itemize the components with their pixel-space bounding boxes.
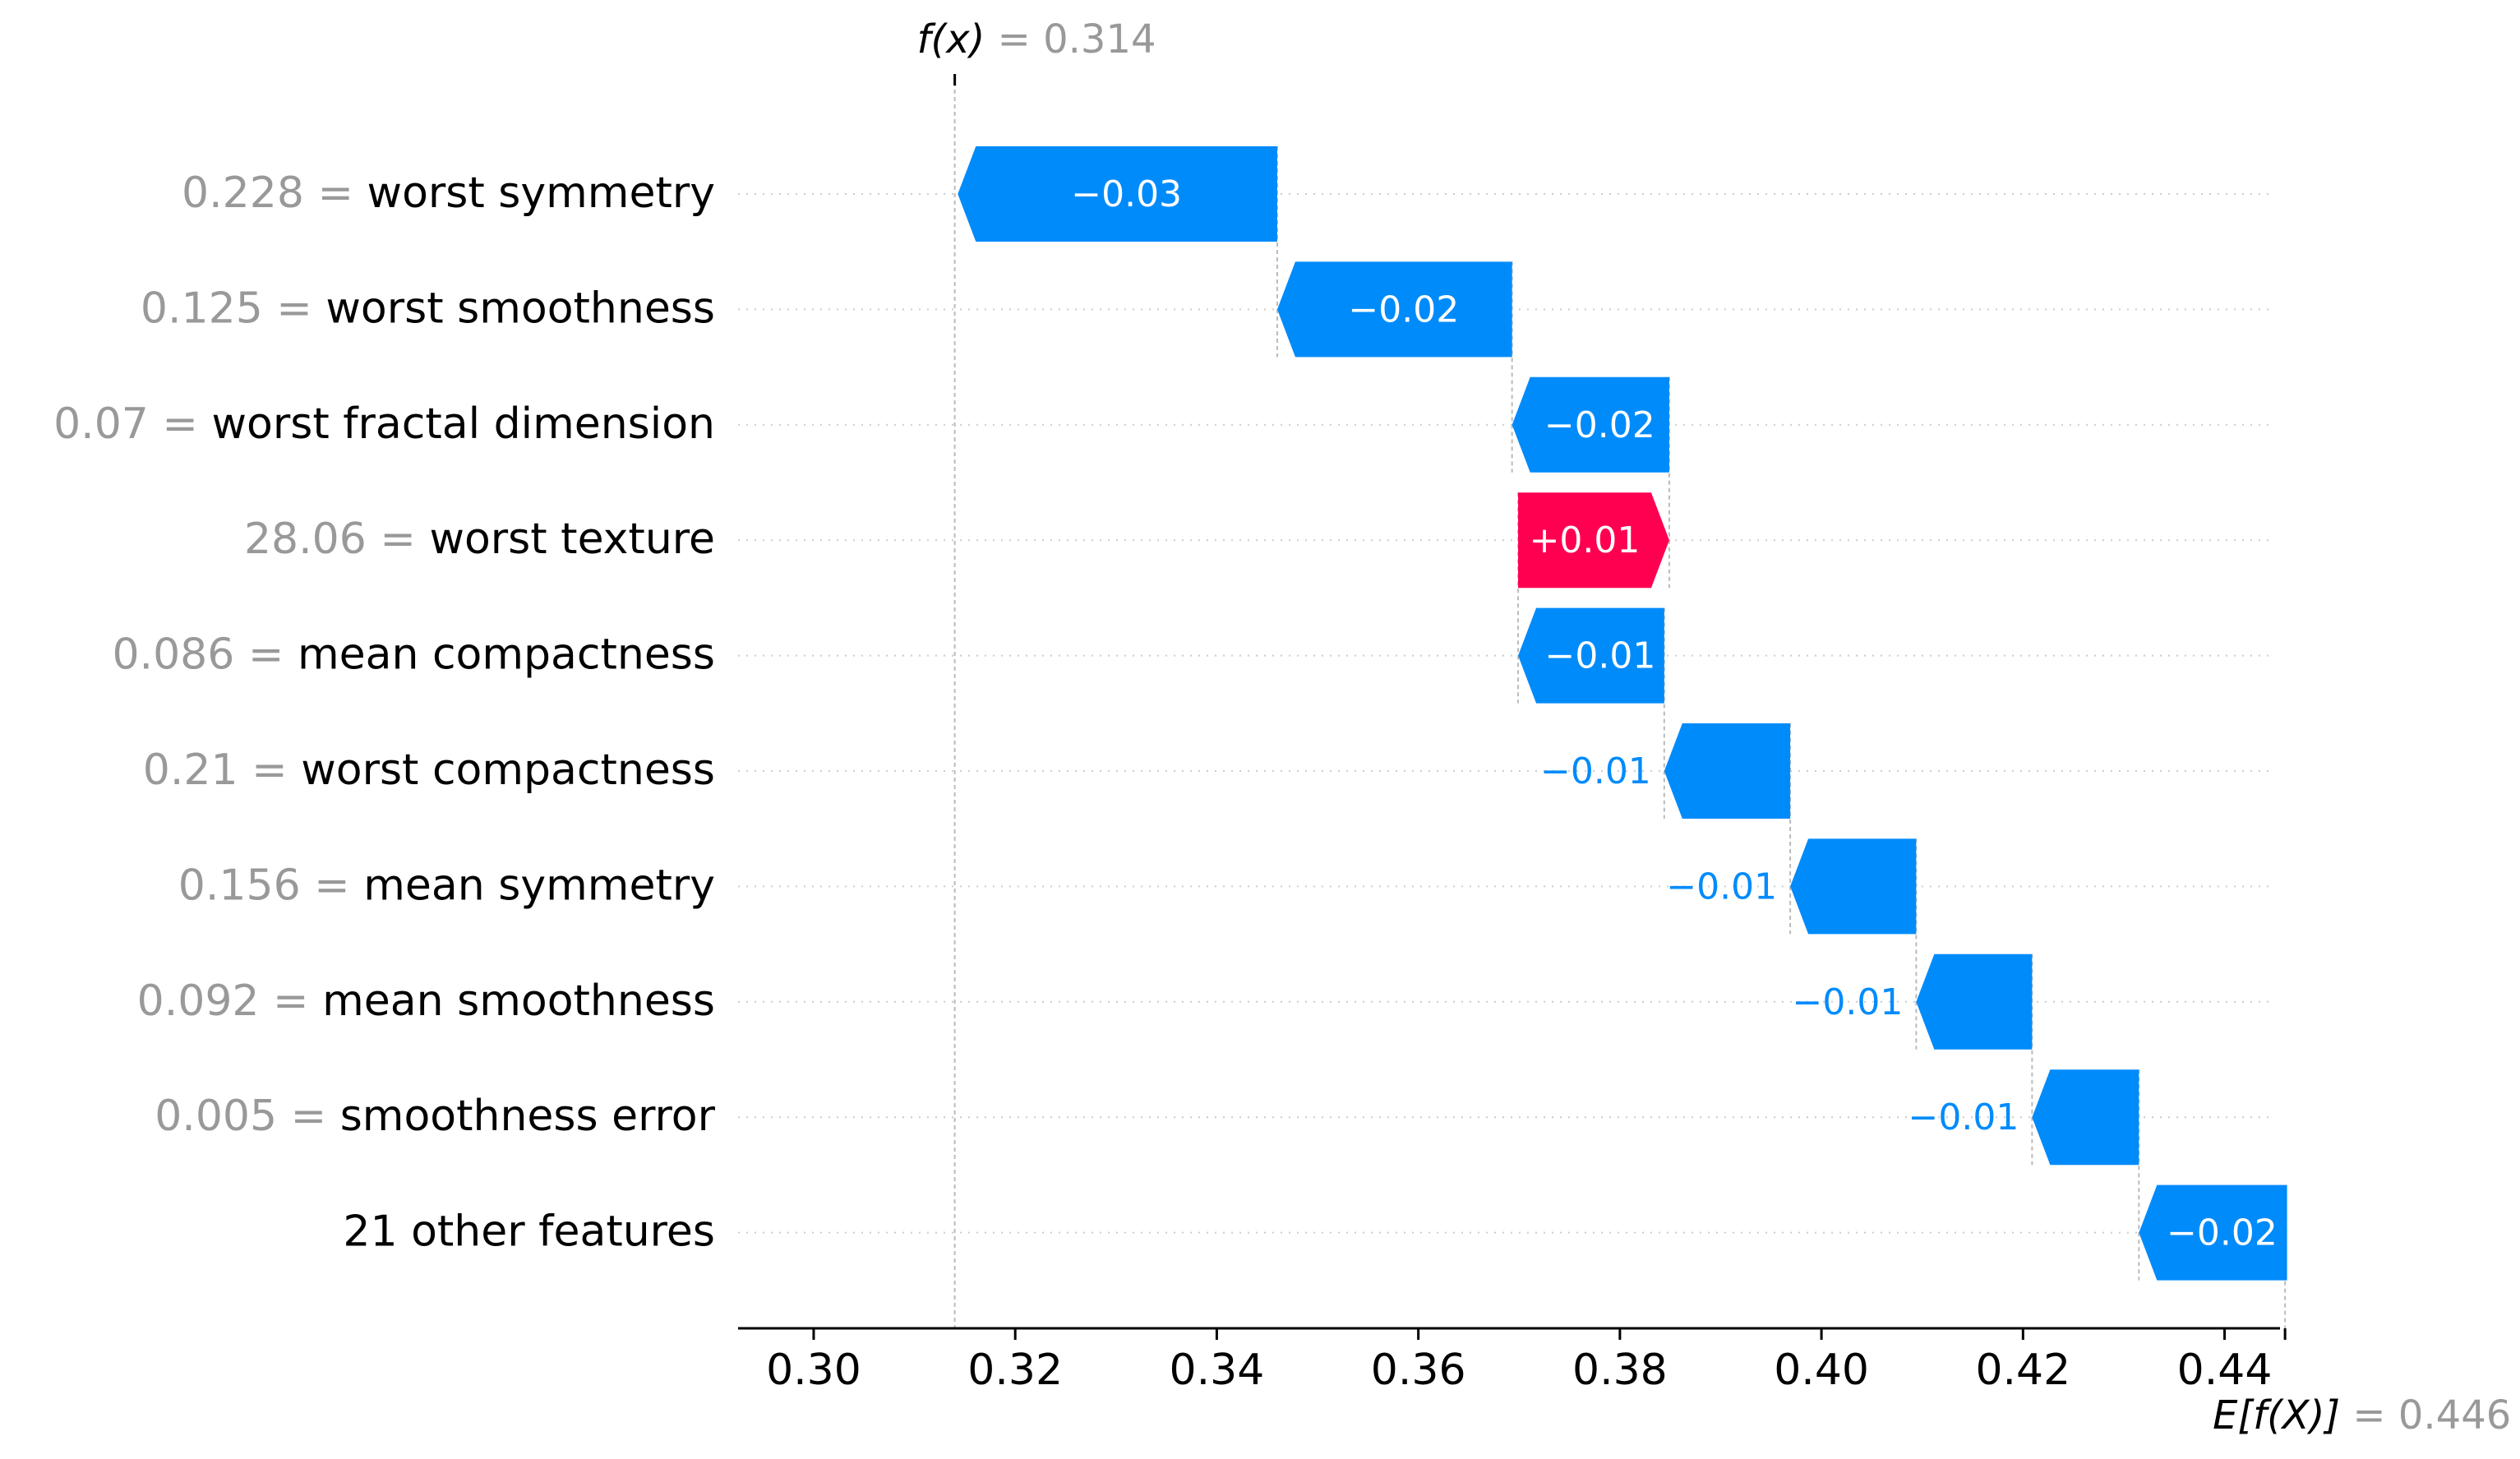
feature-label: 0.228 = worst symmetry — [182, 169, 715, 218]
feature-label: 0.07 = worst fractal dimension — [53, 399, 715, 449]
negative-contribution-bar — [2139, 1184, 2287, 1281]
bar-value-label: −0.03 — [1071, 173, 1182, 215]
positive-contribution-bar — [1518, 492, 1669, 589]
negative-contribution-bar — [1790, 838, 1917, 935]
feature-value: 0.07 = — [53, 399, 211, 449]
bar-value-label: −0.01 — [1908, 1097, 2019, 1138]
bar-value-label: −0.01 — [1793, 981, 1904, 1023]
feature-label: 21 other features — [343, 1207, 715, 1257]
feature-label: 0.156 = mean symmetry — [178, 861, 715, 910]
expected-value-label: E[f(X)] — [2213, 1392, 2340, 1438]
feature-value: 28.06 = — [244, 515, 430, 564]
contribution-bars: −0.03 −0.02 −0.02 +0.01 −0.01 −0.01 −0.01 −0.01… — [958, 146, 2287, 1281]
feature-value: 0.228 = — [182, 169, 367, 218]
feature-name: worst compactness — [301, 746, 715, 795]
feature-name: worst smoothness — [325, 284, 715, 333]
feature-value: 0.005 = — [155, 1092, 340, 1141]
fx-label: f(x) — [917, 16, 985, 62]
feature-name: mean compactness — [298, 630, 715, 680]
negative-contribution-bar — [1518, 607, 1664, 704]
feature-name: worst fractal dimension — [212, 399, 715, 449]
feature-value: 0.125 = — [141, 284, 326, 333]
negative-contribution-bar — [1664, 723, 1791, 819]
bar-value-label: +0.01 — [1530, 519, 1641, 561]
expected-value-value: = 0.446 — [2340, 1392, 2511, 1438]
feature-value: 0.086 = — [112, 630, 298, 680]
feature-value: 0.156 = — [178, 861, 364, 910]
expected-value-annotation: E[f(X)] = 0.446 — [2213, 1392, 2511, 1438]
x-tick-label: 0.42 — [1975, 1346, 2070, 1395]
feature-name: mean smoothness — [322, 977, 715, 1026]
x-tick-label: 0.38 — [1572, 1346, 1668, 1395]
x-tick-label: 0.40 — [1774, 1346, 1869, 1395]
negative-contribution-bar — [958, 146, 1277, 242]
feature-label: 0.21 = worst compactness — [143, 746, 715, 795]
x-tick-label: 0.44 — [2177, 1346, 2273, 1395]
feature-name: 21 other features — [343, 1207, 715, 1257]
feature-label: 0.125 = worst smoothness — [141, 284, 715, 333]
bar-value-label: −0.02 — [2167, 1212, 2278, 1254]
feature-label: 28.06 = worst texture — [244, 515, 715, 564]
feature-name: smoothness error — [340, 1092, 716, 1141]
feature-label: 0.092 = mean smoothness — [137, 977, 715, 1026]
x-tick-label: 0.36 — [1371, 1346, 1466, 1395]
x-tick-label: 0.32 — [967, 1346, 1063, 1395]
feature-value: 0.092 = — [137, 977, 323, 1026]
x-tick-label: 0.34 — [1170, 1346, 1265, 1395]
x-tick-label: 0.30 — [766, 1346, 861, 1395]
negative-contribution-bar — [2032, 1069, 2139, 1166]
x-axis: 0.30 0.32 0.34 0.36 0.38 0.40 0.42 0.44 — [738, 1327, 2287, 1395]
feature-value: 0.21 = — [143, 746, 301, 795]
bar-value-label: −0.01 — [1540, 750, 1651, 792]
feature-label: 0.005 = smoothness error — [155, 1092, 715, 1141]
annotations: f(x) = 0.314 E[f(X)] = 0.446 — [917, 16, 2512, 1438]
bar-value-label: −0.02 — [1348, 289, 1459, 330]
feature-name: worst symmetry — [367, 169, 715, 218]
feature-label: 0.086 = mean compactness — [112, 630, 715, 680]
feature-labels: 0.228 = worst symmetry 0.125 = worst smoo… — [53, 169, 716, 1257]
bar-value-label: −0.01 — [1666, 866, 1777, 907]
bar-value-label: −0.01 — [1545, 635, 1656, 677]
fx-annotation: f(x) = 0.314 — [917, 16, 1156, 62]
negative-contribution-bar — [1916, 953, 2033, 1050]
feature-name: worst texture — [429, 515, 715, 564]
fx-value: = 0.314 — [985, 16, 1156, 62]
negative-contribution-bar — [1276, 261, 1512, 358]
negative-contribution-bar — [1512, 376, 1669, 473]
bar-value-label: −0.02 — [1544, 404, 1655, 446]
feature-name: mean symmetry — [363, 861, 715, 910]
